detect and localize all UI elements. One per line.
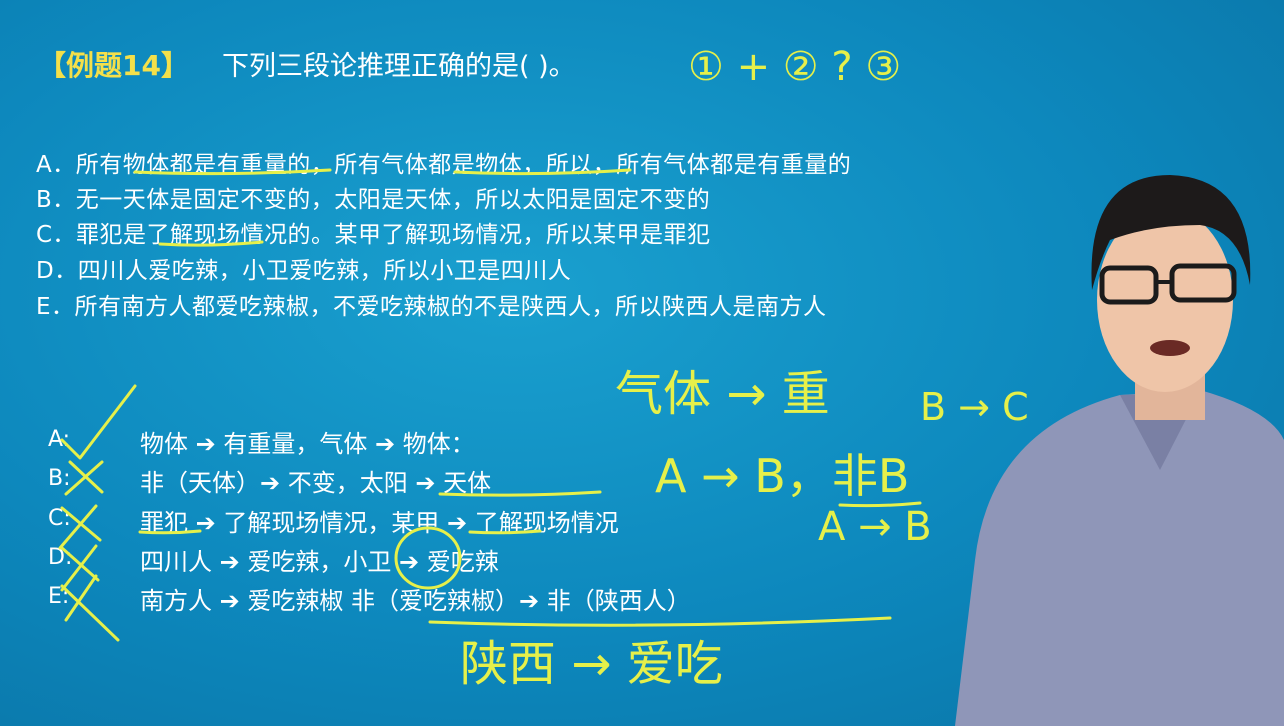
question-title: 下列三段论推理正确的是( )。 [222, 51, 576, 82]
cross-mark-b [64, 460, 104, 496]
option-c: C．罪犯是了解现场情况的。某甲了解现场情况，所以某甲是罪犯 [36, 222, 711, 248]
underline-someone [468, 529, 542, 535]
underline-e-premise [428, 616, 892, 627]
presenter-mouth [1150, 340, 1190, 356]
circle-xiaowei [394, 526, 462, 590]
cross-mark-c [58, 504, 102, 550]
underline-object-weight [133, 168, 332, 176]
answer-letter-a: A: [48, 427, 71, 452]
check-mark-a [60, 384, 137, 460]
note-b-to-c: B → C [920, 385, 1029, 429]
glasses-left-icon [1099, 265, 1159, 305]
note-conclusion: A → B [818, 504, 932, 550]
option-d: D．四川人爱吃辣，小卫爱吃辣，所以小卫是四川人 [36, 258, 572, 284]
note-gas-to-weight: 气体 → 重 [615, 366, 830, 422]
cross-mark-d [60, 544, 100, 592]
underline-gas-object [453, 168, 632, 176]
underline-rule [838, 501, 922, 508]
underline-sun-celestial [438, 490, 602, 497]
note-shaanxi: 陕西 → 爱吃 [460, 636, 723, 692]
note-rule: A → B，非B [655, 449, 909, 503]
presenter-face [1097, 208, 1233, 392]
note-premises-conclusion: ① + ② ? ③ [688, 44, 901, 90]
cross-mark-e [60, 574, 120, 642]
answer-b: 非（天体）➔ 不变，太阳 ➔ 天体 [140, 469, 492, 497]
answer-letter-e: E: [48, 584, 70, 609]
answer-e: 南方人 ➔ 爱吃辣椒 非（爱吃辣椒）➔ 非（陕西人） [140, 587, 691, 615]
underline-understand-scene [158, 240, 264, 247]
presenter-shirt [955, 390, 1284, 726]
answer-a: 物体 ➔ 有重量，气体 ➔ 物体： [140, 430, 475, 458]
option-e: E．所有南方人都爱吃辣椒，不爱吃辣椒的不是陕西人，所以陕西人是南方人 [36, 294, 827, 320]
answer-letter-b: B: [48, 466, 71, 491]
answer-d: 四川人 ➔ 爱吃辣，小卫 ➔ 爱吃辣 [140, 548, 499, 576]
option-b: B．无一天体是固定不变的，太阳是天体，所以太阳是固定不变的 [36, 187, 711, 213]
underline-criminal [138, 529, 202, 535]
example-tag: 【例题14】 [38, 49, 189, 82]
presenter-hair [1091, 175, 1251, 290]
